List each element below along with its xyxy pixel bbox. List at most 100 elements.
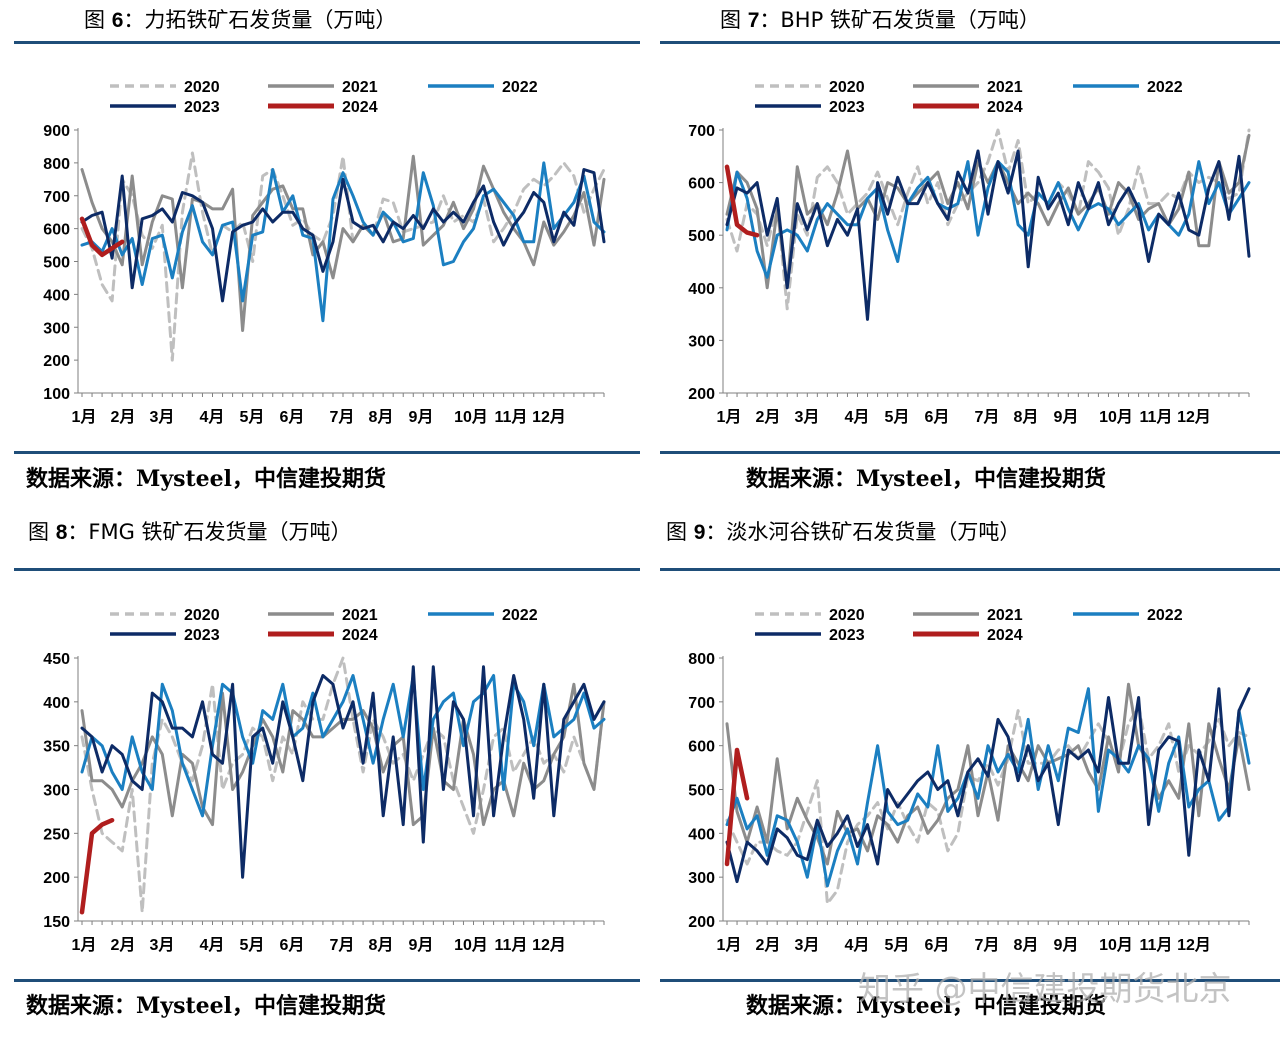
x-tick-label: 10月 [1099, 408, 1133, 426]
y-tick-label: 300 [688, 870, 715, 887]
x-tick-label: 5月 [885, 408, 910, 426]
legend-label-2020: 2020 [184, 607, 220, 624]
footer-rule-top-left [14, 451, 640, 454]
footer-rule-bottom-left [14, 979, 640, 982]
x-tick-label: 2月 [111, 408, 136, 426]
source-note-bottom-left: 数据来源：Mysteel，中信建投期货 [26, 993, 387, 1019]
x-tick-label: 2月 [756, 408, 781, 426]
y-tick-label: 200 [688, 914, 715, 931]
x-tick-label: 7月 [330, 936, 355, 954]
rio-tinto-shipment-chart: 2020 2021 2022 2023 2024 100 200 300 400 500 600 70… [43, 79, 606, 426]
y-tick-label: 300 [43, 783, 70, 800]
chart-title-8: 图 8：FMG 铁矿石发货量（万吨） [28, 520, 352, 544]
series-line-2024 [79, 817, 115, 915]
watermark: 知乎 @中信建投期货北京 [858, 969, 1232, 1008]
series-line-2023 [80, 665, 606, 879]
series-line-2021 [725, 133, 1251, 290]
legend-label-2024: 2024 [987, 99, 1023, 116]
legend-label-2023: 2023 [829, 627, 865, 644]
x-tick-label: 3月 [150, 408, 175, 426]
y-tick-label: 500 [688, 783, 715, 800]
series-line-2021 [80, 154, 606, 332]
y-tick-label: 250 [43, 826, 70, 843]
x-tick-label: 6月 [925, 936, 950, 954]
y-tick-label: 500 [688, 228, 715, 245]
series-line-2022 [725, 687, 1251, 888]
y-tick-label: 450 [43, 651, 70, 668]
legend-label-2021: 2021 [987, 607, 1023, 624]
legend-label-2024: 2024 [342, 627, 378, 644]
series-line-2023 [725, 687, 1251, 884]
legend-label-2022: 2022 [1147, 79, 1183, 96]
x-tick-label: 12月 [1177, 936, 1211, 954]
y-tick-label: 700 [688, 695, 715, 712]
x-tick-label: 1月 [72, 936, 97, 954]
y-tick-label: 500 [43, 255, 70, 272]
y-tick-label: 300 [43, 320, 70, 337]
series-line-2020 [725, 704, 1251, 905]
y-tick-label: 600 [688, 739, 715, 756]
footer-rule-top-right [660, 451, 1280, 454]
source-note-top-left: 数据来源：Mysteel，中信建投期货 [26, 466, 387, 492]
y-tick-label: 200 [688, 386, 715, 403]
y-tick-label: 800 [688, 651, 715, 668]
legend-label-2021: 2021 [342, 79, 378, 96]
x-tick-label: 9月 [1054, 408, 1079, 426]
x-tick-label: 5月 [240, 936, 265, 954]
legend-label-2023: 2023 [184, 99, 220, 116]
legend-label-2020: 2020 [829, 79, 865, 96]
y-tick-label: 200 [43, 353, 70, 370]
y-tick-label: 900 [43, 123, 70, 140]
x-tick-label: 10月 [454, 936, 488, 954]
x-tick-label: 9月 [409, 408, 434, 426]
series-line-2020 [725, 128, 1251, 311]
y-tick-label: 800 [43, 156, 70, 173]
y-tick-label: 350 [43, 739, 70, 756]
x-tick-label: 3月 [795, 936, 820, 954]
header-rule-bottom-right [660, 568, 1280, 571]
x-tick-label: 7月 [975, 936, 1000, 954]
y-tick-label: 600 [43, 222, 70, 239]
x-tick-label: 9月 [409, 936, 434, 954]
chart-title-7: 图 7：BHP 铁矿石发货量（万吨） [720, 8, 1040, 32]
header-rule-bottom-left [14, 568, 640, 571]
x-tick-label: 4月 [200, 408, 225, 426]
y-tick-label: 200 [43, 870, 70, 887]
y-tick-label: 150 [43, 914, 70, 931]
bhp-shipment-chart: 2020 2021 2022 2023 2024 200 300 400 500 600 700 1月… [688, 79, 1251, 426]
source-note-bottom-right: 数据来源：Mysteel，中信建投期货 [746, 993, 1107, 1019]
x-tick-label: 5月 [240, 408, 265, 426]
legend-label-2021: 2021 [342, 607, 378, 624]
y-tick-label: 100 [43, 386, 70, 403]
fmg-shipment-chart: 2020 2021 2022 2023 2024 150 200 250 300 350 400 45… [43, 607, 606, 954]
legend-label-2024: 2024 [987, 627, 1023, 644]
legend-label-2024: 2024 [342, 99, 378, 116]
x-tick-label: 1月 [72, 408, 97, 426]
series-line-2022 [80, 161, 606, 323]
legend: 2020 2021 2022 2023 2024 [110, 79, 538, 116]
legend-label-2020: 2020 [184, 79, 220, 96]
x-tick-label: 12月 [1177, 408, 1211, 426]
x-tick-label: 1月 [717, 936, 742, 954]
x-tick-label: 4月 [845, 936, 870, 954]
y-tick-label: 400 [43, 695, 70, 712]
y-tick-label: 600 [688, 176, 715, 193]
x-tick-label: 8月 [369, 936, 394, 954]
x-tick-label: 11月 [1140, 936, 1173, 954]
series-line-2020 [80, 151, 606, 362]
legend-label-2020: 2020 [829, 607, 865, 624]
x-tick-label: 8月 [369, 408, 394, 426]
x-tick-label: 5月 [885, 936, 910, 954]
y-tick-label: 300 [688, 333, 715, 350]
series-line-2024 [79, 216, 125, 258]
x-tick-label: 12月 [532, 936, 566, 954]
x-tick-label: 12月 [532, 408, 566, 426]
x-tick-label: 6月 [925, 408, 950, 426]
chart-title-6: 图 6：力拓铁矿石发货量（万吨） [84, 8, 397, 32]
chart-title-9: 图 9：淡水河谷铁矿石发货量（万吨） [666, 520, 1021, 544]
legend: 2020 2021 2022 2023 2024 [110, 607, 538, 644]
legend-label-2023: 2023 [184, 627, 220, 644]
x-tick-label: 2月 [111, 936, 136, 954]
y-tick-label: 400 [688, 826, 715, 843]
header-rule-top-right [660, 41, 1280, 44]
